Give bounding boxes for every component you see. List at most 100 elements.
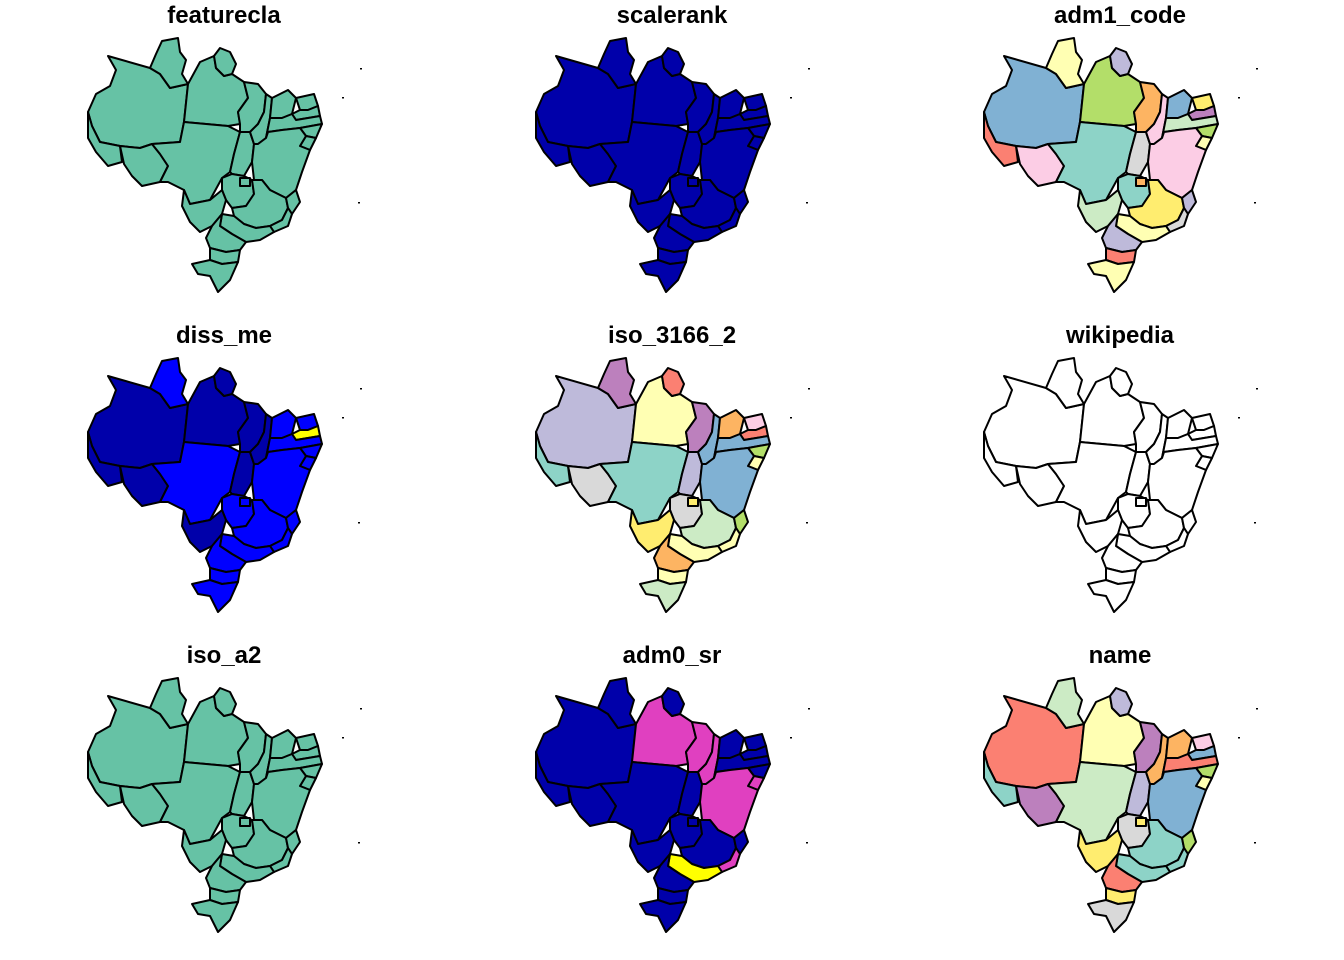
state-ac xyxy=(87,751,123,807)
state-ap xyxy=(1109,47,1133,77)
state-es xyxy=(733,509,749,535)
brazil-map xyxy=(535,357,810,613)
panel-title: wikipedia xyxy=(1065,322,1175,349)
edge-mark xyxy=(790,417,792,419)
state-es xyxy=(285,829,301,855)
edge-mark xyxy=(1256,388,1258,390)
state-rs xyxy=(1087,899,1135,933)
state-ap xyxy=(1109,367,1133,397)
map-panel-wikipedia: wikipedia xyxy=(896,320,1344,640)
edge-mark xyxy=(358,202,360,204)
state-ap xyxy=(1109,687,1133,717)
edge-mark xyxy=(790,737,792,739)
state-df xyxy=(687,497,699,507)
edge-mark xyxy=(1238,737,1240,739)
state-ac xyxy=(87,111,123,167)
brazil-map xyxy=(87,677,362,933)
edge-mark xyxy=(790,97,792,99)
state-ba xyxy=(1147,767,1207,839)
panel-title: scalerank xyxy=(616,2,728,29)
map-panel-iso-3166-2: iso_3166_2 xyxy=(448,320,896,640)
state-pr xyxy=(1101,853,1143,893)
state-ba xyxy=(1147,447,1207,519)
panel-title: adm0_sr xyxy=(622,642,722,669)
map-panel-adm0-sr: adm0_sr xyxy=(448,640,896,960)
state-rs xyxy=(639,899,687,933)
edge-mark xyxy=(358,842,360,844)
state-es xyxy=(733,189,749,215)
state-ap xyxy=(213,47,237,77)
state-rs xyxy=(191,899,239,933)
state-df xyxy=(687,177,699,187)
map-panel-iso-a2: iso_a2 xyxy=(0,640,448,960)
state-es xyxy=(1181,189,1197,215)
state-ac xyxy=(535,431,571,487)
state-pr xyxy=(205,533,247,573)
state-ap xyxy=(661,367,685,397)
brazil-map xyxy=(983,357,1258,613)
state-rs xyxy=(1087,259,1135,293)
brazil-map xyxy=(535,37,810,293)
edge-mark xyxy=(808,388,810,390)
state-es xyxy=(285,509,301,535)
state-ap xyxy=(661,687,685,717)
state-ac xyxy=(535,751,571,807)
state-es xyxy=(285,189,301,215)
state-es xyxy=(1181,509,1197,535)
edge-mark xyxy=(360,708,362,710)
state-pr xyxy=(653,853,695,893)
brazil-map xyxy=(983,37,1258,293)
state-rs xyxy=(1087,579,1135,613)
panel-title: diss_me xyxy=(175,322,273,349)
state-es xyxy=(1181,829,1197,855)
edge-mark xyxy=(360,68,362,70)
map-panel-diss-me: diss_me xyxy=(0,320,448,640)
edge-mark xyxy=(1238,97,1240,99)
edge-mark xyxy=(342,737,344,739)
edge-mark xyxy=(358,522,360,524)
edge-mark xyxy=(360,388,362,390)
state-pr xyxy=(653,533,695,573)
state-ba xyxy=(251,767,311,839)
state-rs xyxy=(191,579,239,613)
panel-title: featurecla xyxy=(167,2,281,29)
panel-title: iso_a2 xyxy=(186,642,262,669)
edge-mark xyxy=(342,97,344,99)
edge-mark xyxy=(1254,202,1256,204)
edge-mark xyxy=(806,202,808,204)
state-ba xyxy=(251,447,311,519)
state-rs xyxy=(191,259,239,293)
state-ba xyxy=(699,767,759,839)
state-df xyxy=(1135,817,1147,827)
state-pr xyxy=(1101,533,1143,573)
state-df xyxy=(239,177,251,187)
state-ac xyxy=(983,111,1019,167)
edge-mark xyxy=(1254,842,1256,844)
brazil-map xyxy=(535,677,810,933)
state-pr xyxy=(205,213,247,253)
state-ap xyxy=(213,367,237,397)
map-panel-scalerank: scalerank xyxy=(448,0,896,320)
edge-mark xyxy=(808,708,810,710)
state-ac xyxy=(983,751,1019,807)
state-pr xyxy=(1101,213,1143,253)
panel-title: name xyxy=(1088,642,1152,669)
edge-mark xyxy=(1256,708,1258,710)
state-df xyxy=(239,497,251,507)
panel-title: adm1_code xyxy=(1053,2,1187,29)
edge-mark xyxy=(806,842,808,844)
edge-mark xyxy=(1256,68,1258,70)
edge-mark xyxy=(1254,522,1256,524)
state-ap xyxy=(213,687,237,717)
edge-mark xyxy=(808,68,810,70)
brazil-map xyxy=(87,357,362,613)
map-panel-name: name xyxy=(896,640,1344,960)
map-panel-adm1-code: adm1_code xyxy=(896,0,1344,320)
map-panel-featurecla: featurecla xyxy=(0,0,448,320)
state-ba xyxy=(699,447,759,519)
state-ba xyxy=(699,127,759,199)
edge-mark xyxy=(342,417,344,419)
brazil-map xyxy=(87,37,362,293)
state-ba xyxy=(251,127,311,199)
state-ac xyxy=(535,111,571,167)
